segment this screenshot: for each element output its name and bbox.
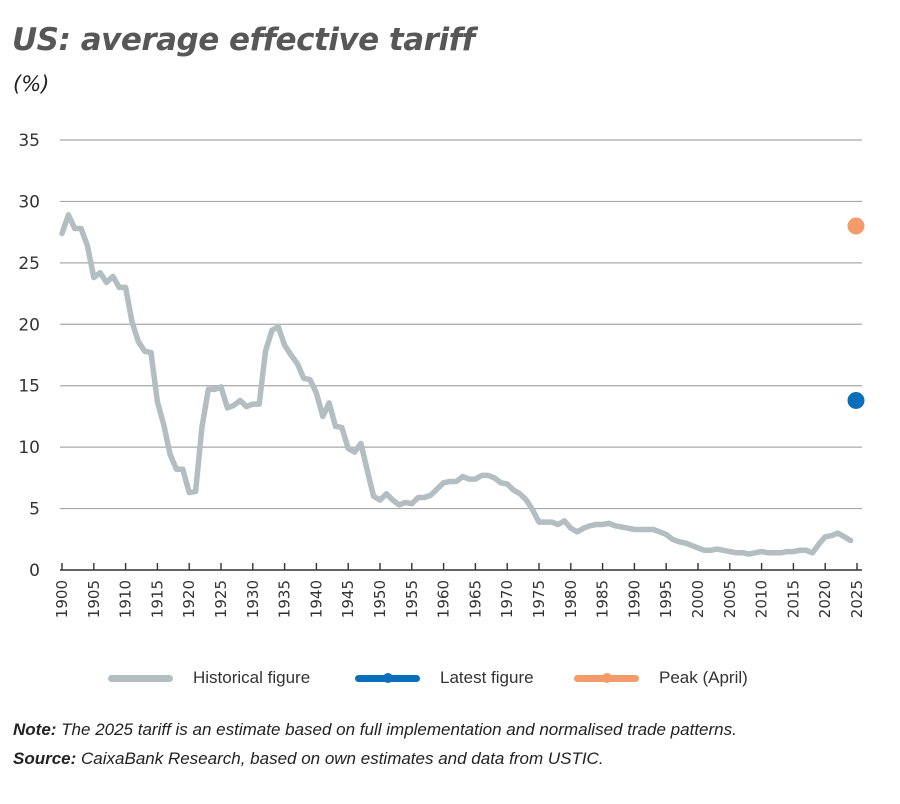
x-tick-label: 2010	[753, 580, 771, 618]
x-tick-label: 1940	[307, 580, 325, 618]
x-tick-label: 1935	[276, 580, 294, 618]
note-line: Note: The 2025 tariff is an estimate bas…	[13, 715, 737, 744]
chart-title: US: average effective tariff	[12, 22, 475, 58]
legend-item-latest: Latest figure	[355, 664, 534, 692]
x-tick-label: 1960	[435, 580, 453, 618]
x-tick-label: 1905	[85, 580, 103, 618]
y-tick-label: 15	[18, 377, 40, 397]
grid-lines	[60, 139, 862, 510]
x-tick-label: 1965	[466, 580, 484, 618]
note-text: The 2025 tariff is an estimate based on …	[56, 720, 737, 739]
x-tick-label: 1925	[212, 580, 230, 618]
x-tick-label: 2000	[689, 580, 707, 618]
x-tick-label: 2020	[816, 580, 834, 618]
x-tick-label: 2015	[784, 580, 802, 618]
y-tick-label: 0	[29, 561, 40, 581]
legend: Historical figure Latest figure Peak (Ap…	[0, 664, 900, 692]
y-axis: 0 5 10 15 20 25 30 35	[18, 131, 40, 581]
source-text: CaixaBank Research, based on own estimat…	[76, 749, 604, 768]
x-tick-label: 2025	[848, 580, 866, 618]
x-tick-label: 1900	[53, 580, 71, 618]
chart-unit: (%)	[13, 72, 50, 96]
footnotes: Note: The 2025 tariff is an estimate bas…	[13, 715, 737, 773]
y-tick-label: 30	[18, 192, 40, 212]
x-tick-label: 1975	[530, 580, 548, 618]
x-tick-label: 1930	[244, 580, 262, 618]
series-layer	[59, 212, 865, 557]
y-tick-label: 10	[18, 438, 40, 458]
x-tick-label: 1950	[371, 580, 389, 618]
x-tick-label: 1985	[594, 580, 612, 618]
legend-label: Historical figure	[193, 668, 311, 687]
legend-label: Peak (April)	[659, 668, 748, 687]
legend-item-peak: Peak (April)	[574, 664, 748, 692]
latest-figure-point	[847, 391, 865, 409]
y-tick-label: 20	[18, 315, 40, 335]
x-tick-label: 1910	[117, 580, 135, 618]
y-tick-label: 35	[18, 131, 40, 151]
note-label: Note:	[13, 720, 57, 739]
legend-line-dot-icon	[355, 672, 420, 683]
x-tick-label: 2005	[721, 580, 739, 618]
y-tick-label: 5	[29, 500, 40, 520]
legend-line-dot-icon	[574, 672, 639, 683]
x-tick-label: 1915	[148, 580, 166, 618]
x-axis: 1900 1905 1910 1915 1920 1925 1930 1935 1940 1945…	[53, 563, 866, 618]
legend-label: Latest figure	[440, 668, 534, 687]
source-line: Source: CaixaBank Research, based on own…	[13, 744, 737, 773]
legend-item-historical: Historical figure	[108, 664, 310, 692]
x-tick-label: 1970	[498, 580, 516, 618]
legend-line-icon	[108, 674, 173, 682]
y-tick-label: 25	[18, 254, 40, 274]
source-label: Source:	[13, 749, 77, 768]
historical-line	[59, 212, 854, 557]
x-tick-label: 1920	[180, 580, 198, 618]
x-tick-label: 1995	[657, 580, 675, 618]
x-tick-label: 1980	[562, 580, 580, 618]
x-tick-label: 1990	[625, 580, 643, 618]
x-tick-label: 1945	[339, 580, 357, 618]
peak-april-point	[847, 217, 865, 235]
x-tick-label: 1955	[403, 580, 421, 618]
